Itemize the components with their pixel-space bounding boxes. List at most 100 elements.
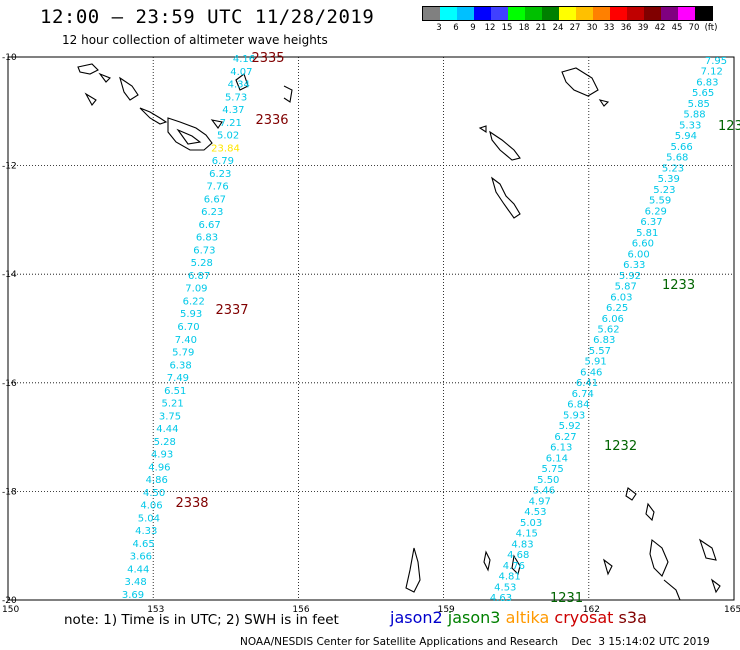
wave-height-value: 4.53: [524, 507, 546, 518]
wave-height-value: 6.67: [199, 220, 221, 231]
satellite-label-cryosat: cryosat: [554, 608, 619, 627]
legend-label: 36: [620, 23, 632, 33]
wave-height-value: 4.16: [233, 54, 255, 65]
legend-label: 27: [569, 23, 581, 33]
wave-height-value: 6.25: [606, 303, 628, 314]
legend-label: 18: [518, 23, 530, 33]
wave-height-value: 5.04: [138, 513, 160, 524]
legend-swatch: [457, 7, 474, 20]
wave-height-value: 4.97: [529, 496, 551, 507]
lon-tick-label: 150: [2, 605, 19, 615]
wave-height-value: 5.50: [537, 475, 559, 486]
wave-height-value: 6.83: [593, 335, 615, 346]
wave-height-value: 4.68: [507, 550, 529, 561]
coastline: [489, 130, 521, 161]
wave-height-value: 6.29: [645, 206, 667, 217]
coastline: [478, 125, 487, 134]
coastline: [491, 176, 521, 219]
coastline: [561, 67, 599, 97]
wave-height-value: 4.33: [135, 526, 157, 537]
legend-swatch: [474, 7, 491, 20]
wave-height-value: 4.07: [230, 67, 252, 78]
pass-number: 2337: [215, 303, 248, 318]
axis-tick-labels: 150 153 156 159 162 165 -10 -12 -14 -16 -18 -20: [2, 53, 740, 615]
wave-height-value: 6.46: [580, 367, 602, 378]
legend-label: 15: [501, 23, 513, 33]
wave-height-value: 5.23: [662, 163, 684, 174]
wave-height-value: 4.81: [498, 572, 520, 583]
legend-label: 70: [688, 23, 700, 33]
wave-height-value: 4.83: [511, 539, 533, 550]
lat-tick-label: -16: [2, 379, 17, 389]
coastline: [645, 502, 655, 522]
wave-height-value: 7.40: [175, 335, 197, 346]
lat-tick-label: -20: [2, 596, 17, 606]
color-legend: 3 6 9 12 15 18 21 24 27 30 33 36 39 42 45 70 (ft): [422, 6, 717, 35]
wave-height-value: 5.68: [666, 153, 688, 164]
wave-height-value: 6.23: [209, 169, 231, 180]
wave-height-value: 5.92: [619, 271, 641, 282]
wave-height-value: 4.53: [494, 582, 516, 593]
wave-height-value: 6.87: [188, 271, 210, 282]
legend-swatch: [491, 7, 508, 20]
legend-label: 33: [603, 23, 615, 33]
wave-height-value: 6.14: [546, 453, 568, 464]
wave-height-value: 5.28: [191, 258, 213, 269]
wave-height-value: 4.37: [222, 105, 244, 116]
coastline: [119, 76, 139, 101]
wave-height-value: 6.84: [567, 400, 589, 411]
wave-height-value: 6.06: [602, 314, 624, 325]
wave-height-value: 5.33: [679, 120, 701, 131]
wave-height-value: 4.06: [140, 501, 162, 512]
legend-swatch: [627, 7, 644, 20]
grid-lines: [8, 57, 734, 600]
pass-number: 1231: [550, 591, 583, 606]
legend-label: 12: [484, 23, 496, 33]
wave-height-value: 5.02: [217, 131, 239, 142]
wave-height-value: 23.84: [211, 143, 240, 154]
coastline: [598, 99, 610, 107]
lat-tick-label: -18: [2, 487, 17, 497]
coastline: [405, 547, 421, 593]
legend-labels: 3 6 9 12 15 18 21 24 27 30 33 36 39 42 45 70 (ft): [422, 21, 717, 35]
wave-height-value: 5.28: [154, 437, 176, 448]
wave-height-value: 5.57: [589, 346, 611, 357]
satellite-label-s3a: s3a: [618, 608, 647, 627]
lat-tick-label: -10: [2, 53, 17, 63]
coastline: [84, 92, 97, 106]
legend-swatch: [423, 7, 440, 20]
legend-swatch: [593, 7, 610, 20]
lon-tick-label: 159: [438, 605, 455, 615]
coastline: [98, 72, 111, 83]
pass-number: 2336: [255, 113, 288, 128]
footer-note: note: 1) Time is in UTC; 2) SWH is in fe…: [64, 612, 339, 628]
wave-height-value: 5.39: [658, 174, 680, 185]
wave-height-value: 6.37: [640, 217, 662, 228]
pass-numbers: 2335 2336 2337 2338 123 1233 1232 1231: [175, 51, 740, 606]
wave-height-value: 4.34: [228, 80, 250, 91]
legend-swatch: [576, 7, 593, 20]
wave-height-value: 7.21: [220, 118, 242, 129]
wave-height-value: 5.75: [541, 464, 563, 475]
wave-height-value: 4.44: [127, 564, 149, 575]
legend-label: 42: [654, 23, 666, 33]
legend-label: (ft): [704, 23, 718, 33]
legend-swatch: [559, 7, 576, 20]
wave-height-value: 5.21: [162, 399, 184, 410]
wave-height-value: 4.96: [148, 462, 170, 473]
wave-height-value: 5.87: [615, 282, 637, 293]
coastline: [649, 538, 669, 577]
coastline: [283, 85, 293, 103]
coastline: [511, 554, 521, 576]
pass-number: 2335: [251, 51, 284, 66]
wave-height-value: 5.85: [688, 99, 710, 110]
wave-height-value: 3.48: [125, 577, 147, 588]
wave-height-value: 5.93: [563, 410, 585, 421]
wave-height-value: 7.95: [705, 56, 727, 67]
satellite-label-altika: altika: [505, 608, 555, 627]
wave-height-value: 5.46: [533, 486, 555, 497]
wave-height-value: 5.65: [692, 88, 714, 99]
pass-number: 2338: [175, 496, 208, 511]
wave-height-value: 3.69: [122, 590, 144, 601]
satellite-label-jason2: jason2: [390, 608, 448, 627]
